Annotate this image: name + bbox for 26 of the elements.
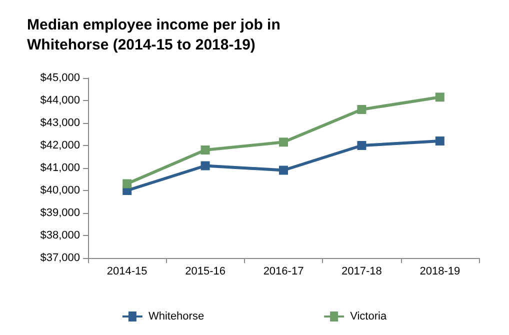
point xyxy=(357,105,366,114)
point xyxy=(200,161,210,170)
x-tick-label: 2017-18 xyxy=(342,266,382,278)
chart-title: Median employee income per job in Whitehorse (2014-15 to 2018-19) xyxy=(27,16,280,54)
point xyxy=(435,136,444,146)
legend-label: Whitehorse xyxy=(148,310,204,322)
y-tick-label: $39,000 xyxy=(40,207,80,219)
point xyxy=(279,166,288,175)
x-tick-label: 2015-16 xyxy=(185,266,226,278)
y-tick-label: $45,000 xyxy=(40,72,80,84)
y-tick-label: $43,000 xyxy=(40,117,80,129)
y-tick-label: $41,000 xyxy=(40,162,80,174)
point xyxy=(435,92,444,102)
y-tick-label: $40,000 xyxy=(40,184,80,196)
legend-label: Victoria xyxy=(350,310,388,322)
x-tick-label: 2016-17 xyxy=(263,266,304,278)
y-tick-label: $38,000 xyxy=(40,230,80,242)
point xyxy=(279,138,288,147)
point xyxy=(200,146,210,154)
y-tick-label: $44,000 xyxy=(40,94,80,106)
y-tick-label: $42,000 xyxy=(40,140,80,152)
point xyxy=(357,141,366,150)
x-tick-label: 2018-19 xyxy=(420,266,460,278)
point xyxy=(122,179,132,188)
x-tick-label: 2014-15 xyxy=(106,266,148,278)
y-tick-label: $37,000 xyxy=(40,252,80,264)
